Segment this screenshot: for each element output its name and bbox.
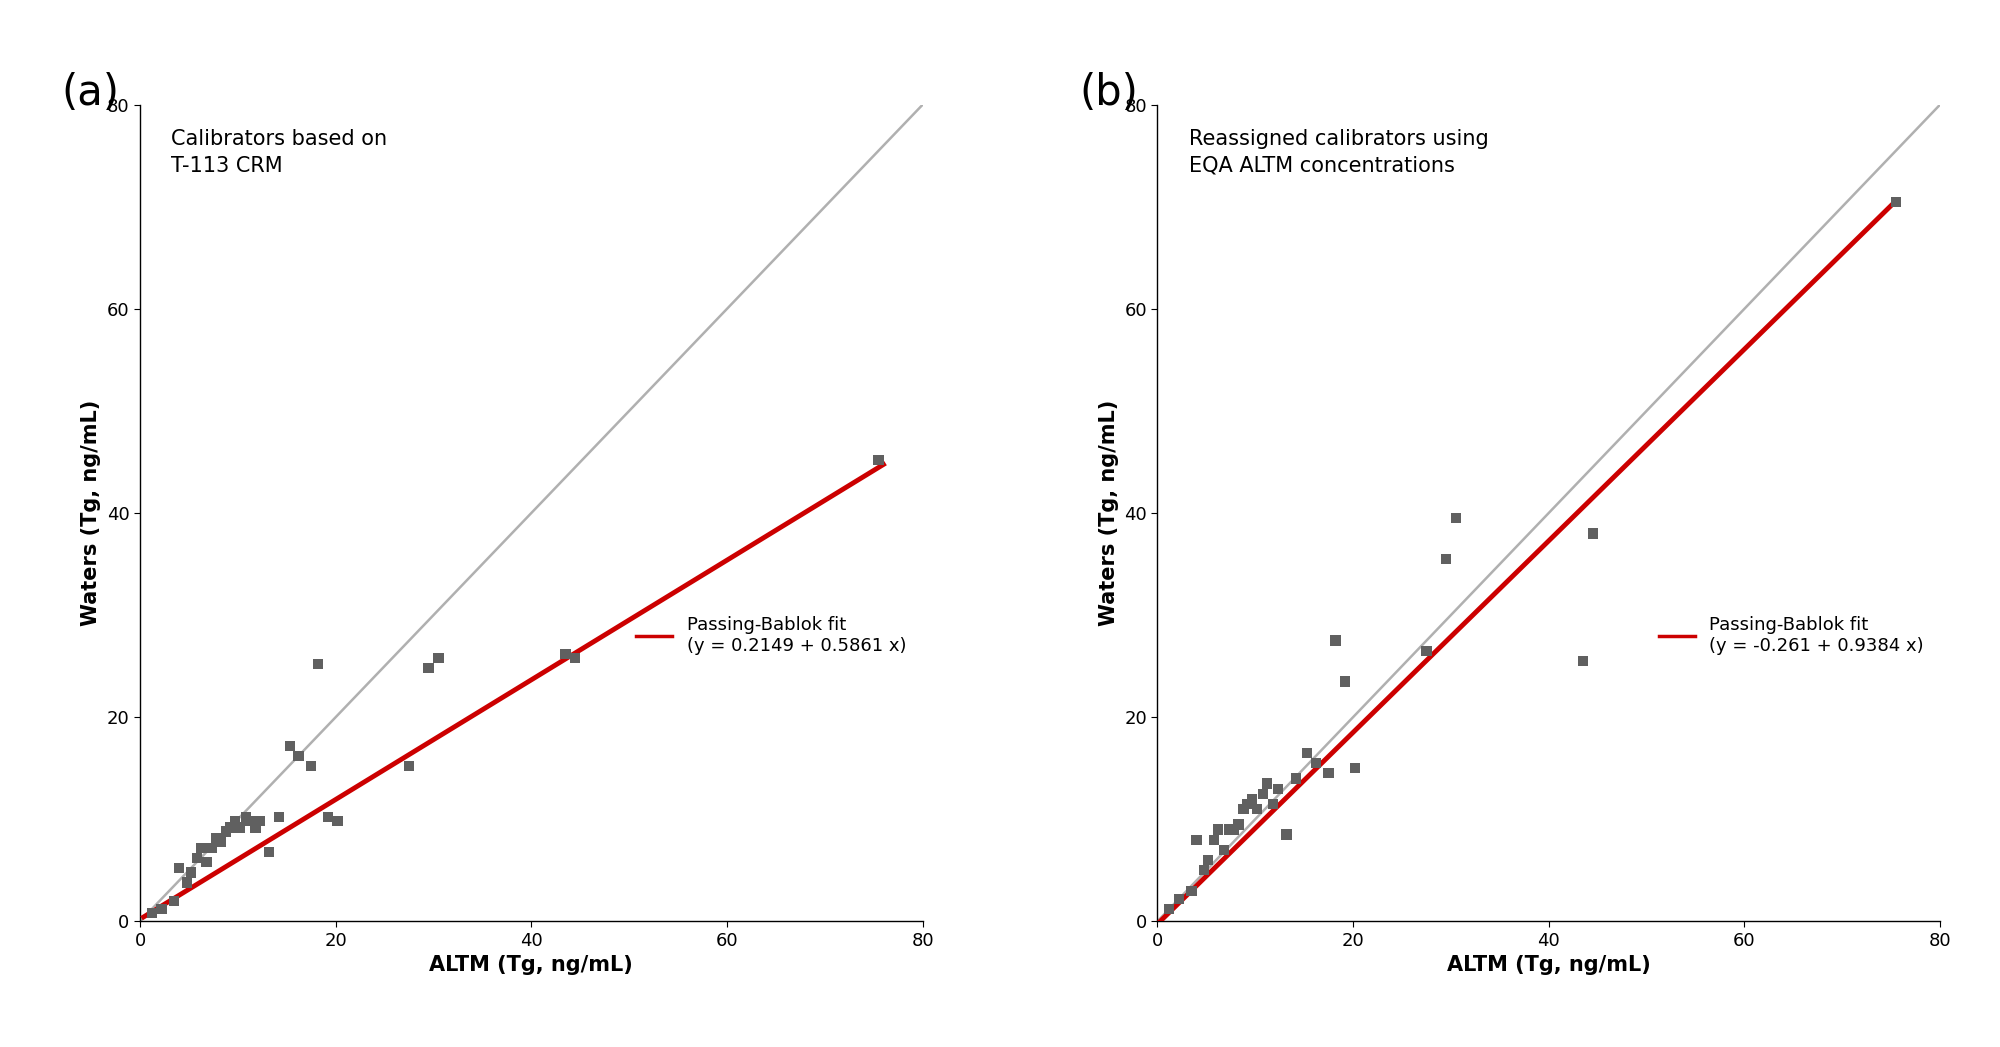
- Point: [184, 840, 216, 856]
- Point: [1250, 775, 1282, 792]
- Point: [1188, 862, 1220, 878]
- Point: [262, 809, 294, 826]
- Y-axis label: Waters (Tg, ng/mL): Waters (Tg, ng/mL): [1098, 400, 1118, 626]
- Point: [234, 812, 266, 829]
- Point: [1202, 821, 1234, 838]
- Point: [158, 892, 190, 909]
- Point: [218, 812, 250, 829]
- Point: [1222, 816, 1254, 832]
- Point: [170, 874, 202, 891]
- Point: [1292, 744, 1324, 761]
- Point: [1218, 821, 1250, 838]
- Point: [214, 819, 246, 836]
- Point: [1192, 852, 1224, 869]
- Point: [164, 860, 196, 876]
- Point: [296, 758, 328, 775]
- Point: [1340, 760, 1372, 777]
- Point: [274, 737, 306, 754]
- Point: [180, 850, 212, 867]
- Point: [550, 646, 582, 663]
- Point: [244, 812, 276, 829]
- Point: [1248, 785, 1280, 802]
- Point: [136, 905, 168, 921]
- Point: [224, 819, 256, 836]
- Point: [1440, 510, 1472, 527]
- Point: [560, 649, 592, 666]
- Point: [1208, 842, 1240, 859]
- Point: [174, 864, 206, 881]
- Point: [230, 809, 262, 826]
- Point: [1576, 525, 1608, 541]
- Point: [1410, 643, 1442, 660]
- Text: Reassigned calibrators using
EQA ALTM concentrations: Reassigned calibrators using EQA ALTM co…: [1188, 129, 1488, 176]
- Text: Calibrators based on
T-113 CRM: Calibrators based on T-113 CRM: [172, 129, 388, 176]
- Point: [312, 809, 344, 826]
- Point: [282, 748, 314, 764]
- Point: [210, 823, 242, 840]
- Point: [190, 853, 222, 870]
- Point: [206, 833, 238, 850]
- Point: [1430, 551, 1462, 567]
- Point: [1262, 780, 1294, 797]
- X-axis label: ALTM (Tg, ng/mL): ALTM (Tg, ng/mL): [1446, 955, 1650, 976]
- Point: [1154, 900, 1186, 917]
- Point: [1300, 755, 1332, 772]
- Point: [1330, 673, 1362, 690]
- Point: [1180, 831, 1212, 848]
- Point: [240, 819, 272, 836]
- Point: [1212, 821, 1244, 838]
- Point: [1270, 826, 1302, 843]
- Text: (a): (a): [62, 72, 120, 114]
- Point: [394, 758, 426, 775]
- Point: [1198, 831, 1230, 848]
- Point: [146, 900, 178, 917]
- Point: [1236, 790, 1268, 807]
- Point: [1880, 194, 1912, 210]
- Point: [1162, 891, 1194, 908]
- Point: [1228, 801, 1260, 818]
- Point: [1256, 796, 1288, 812]
- Point: [412, 660, 444, 676]
- Point: [322, 812, 354, 829]
- Point: [422, 649, 454, 666]
- Point: [1320, 632, 1352, 649]
- X-axis label: ALTM (Tg, ng/mL): ALTM (Tg, ng/mL): [430, 955, 634, 976]
- Point: [302, 655, 334, 672]
- Y-axis label: Waters (Tg, ng/mL): Waters (Tg, ng/mL): [82, 400, 102, 626]
- Point: [1566, 652, 1598, 669]
- Point: [862, 451, 894, 468]
- Point: [1280, 771, 1312, 787]
- Point: [1312, 765, 1344, 782]
- Point: [254, 844, 286, 861]
- Point: [1176, 883, 1208, 899]
- Point: [1242, 801, 1274, 818]
- Legend: Passing-Bablok fit
(y = -0.261 + 0.9384 x): Passing-Bablok fit (y = -0.261 + 0.9384 …: [1652, 609, 1930, 662]
- Point: [196, 840, 228, 856]
- Legend: Passing-Bablok fit
(y = 0.2149 + 0.5861 x): Passing-Bablok fit (y = 0.2149 + 0.5861 …: [630, 609, 914, 662]
- Point: [1232, 796, 1264, 812]
- Point: [200, 829, 232, 846]
- Text: (b): (b): [1080, 72, 1138, 114]
